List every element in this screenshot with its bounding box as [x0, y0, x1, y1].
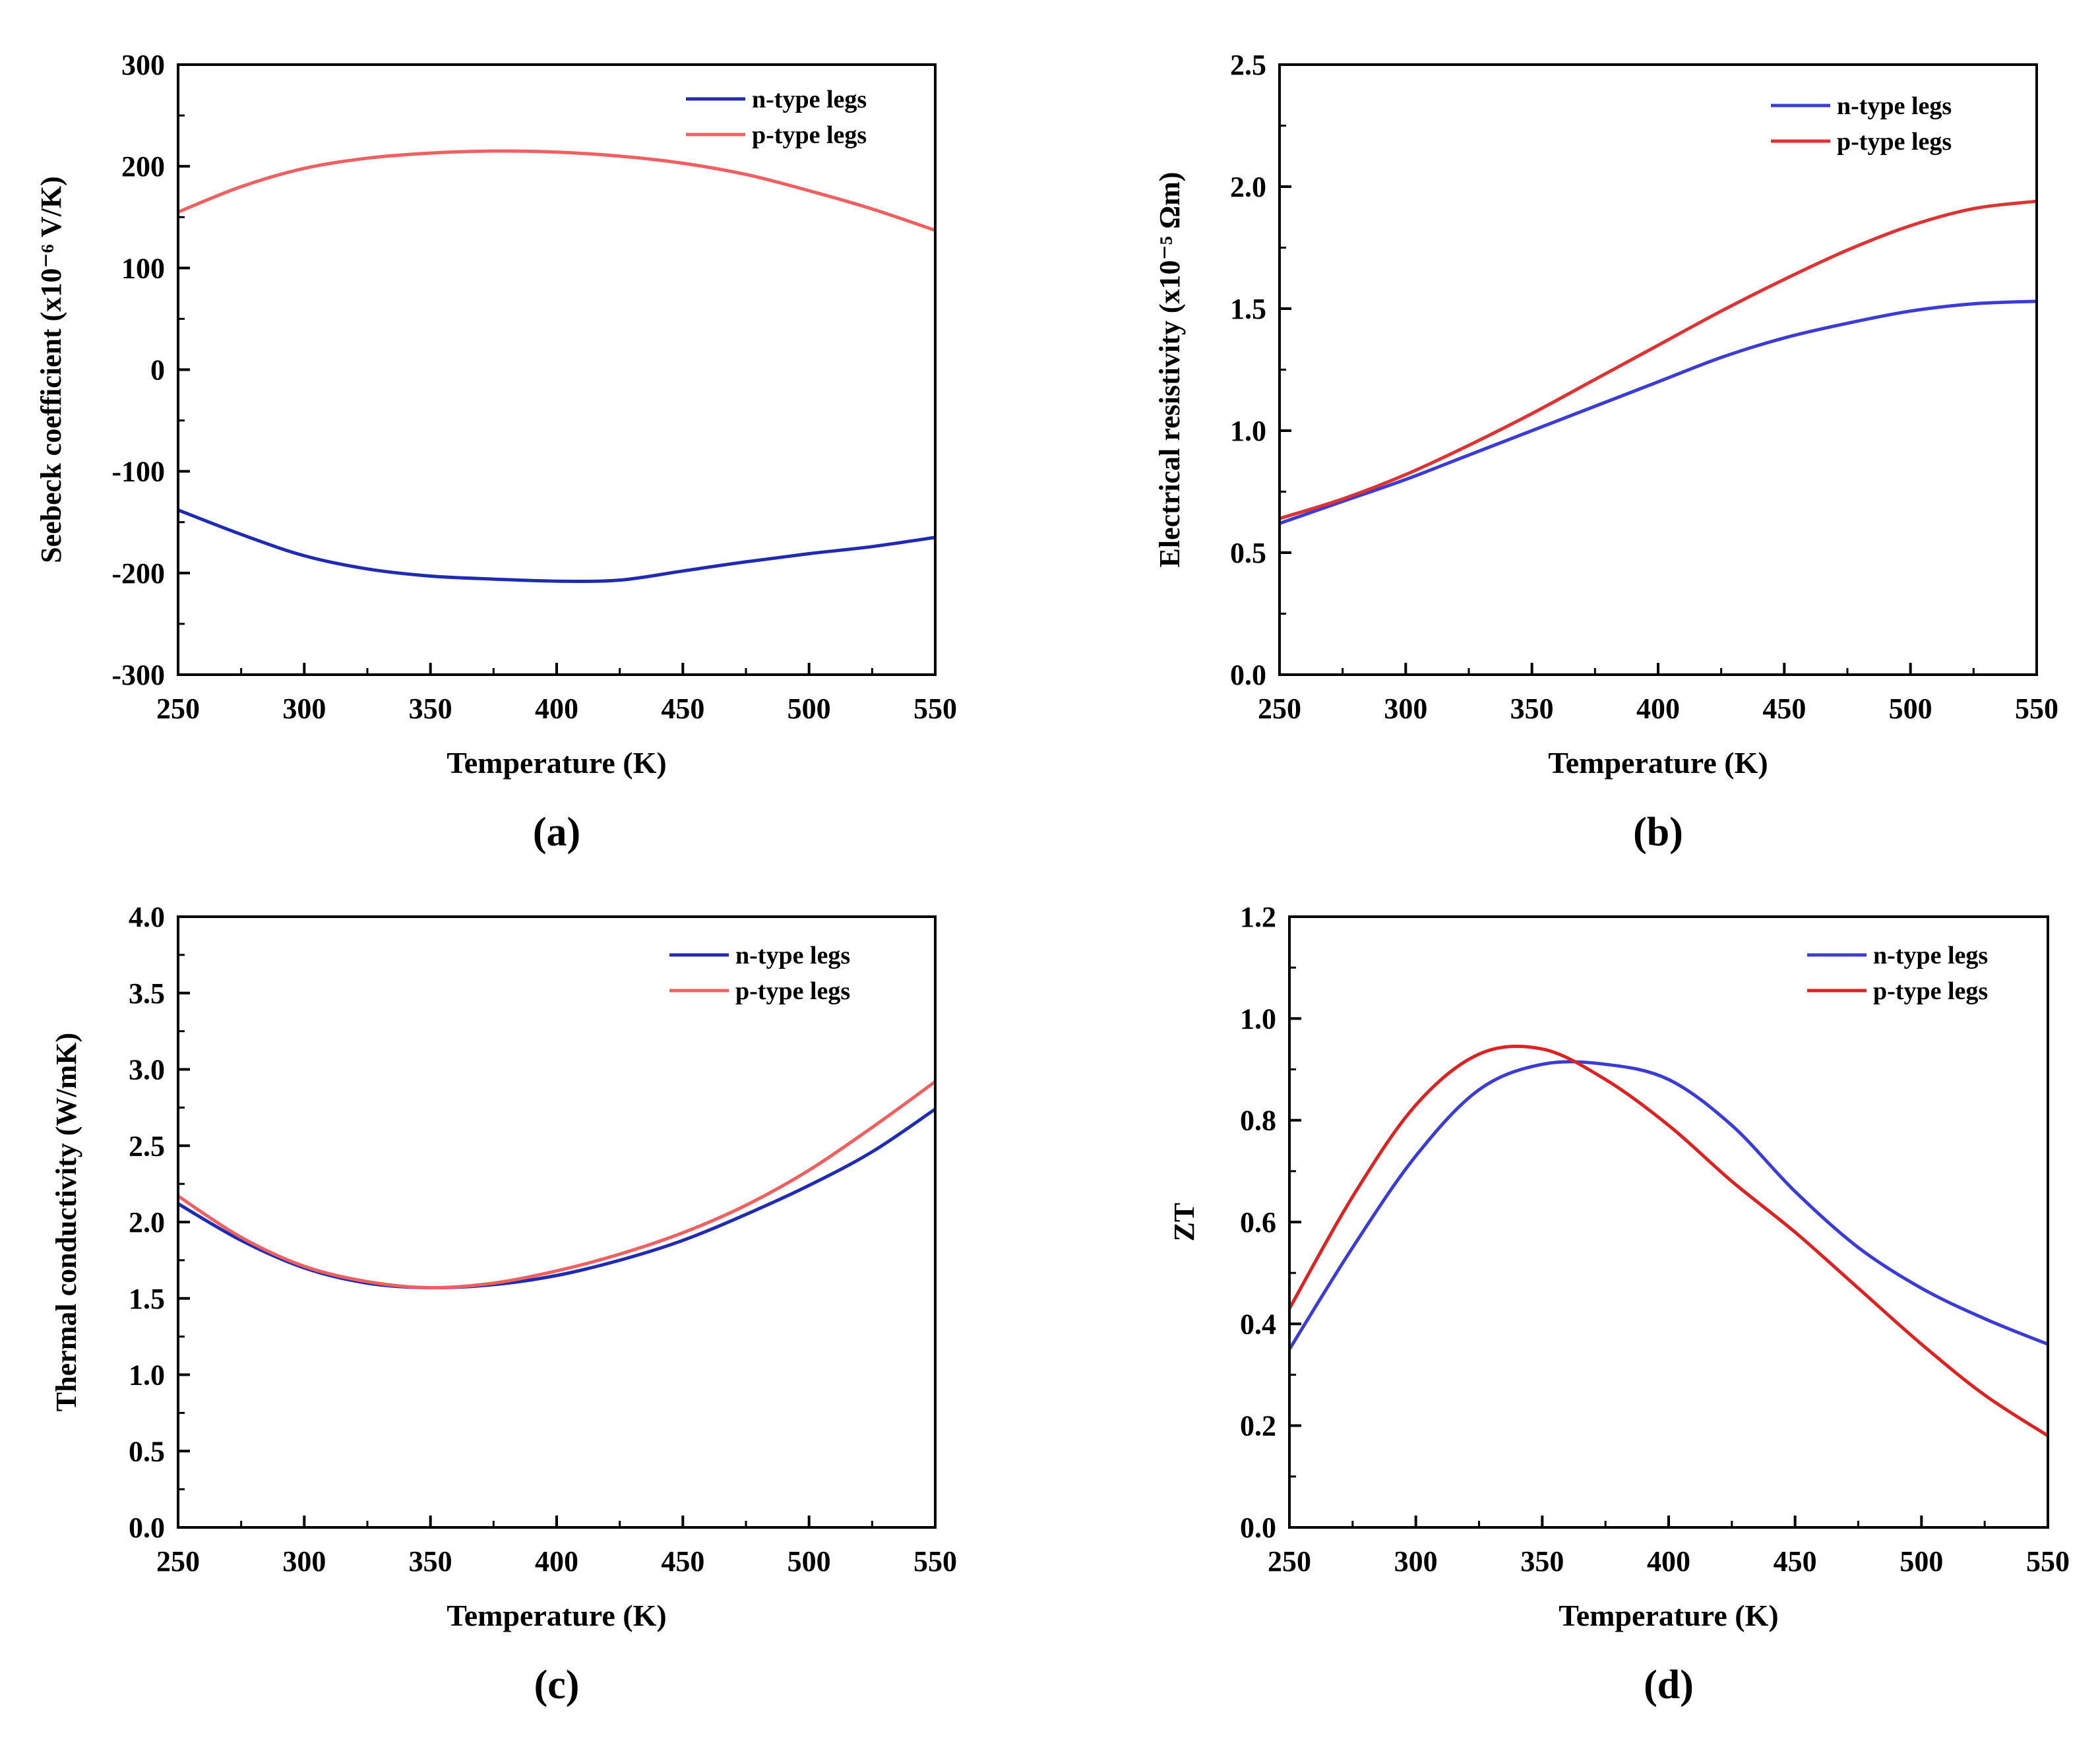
y-tick-label: 1.2: [1240, 901, 1276, 933]
y-tick-label: 0.0: [129, 1512, 165, 1544]
series-line-p-type: [177, 1080, 937, 1290]
panel-label: (d): [1644, 1663, 1694, 1707]
legend-label-p-type: p-type legs: [1873, 977, 1988, 1005]
x-tick-label: 250: [1268, 1545, 1311, 1578]
y-tick-label: 1.0: [129, 1359, 165, 1392]
series-line-p-type: [177, 149, 936, 232]
x-tick-label: 550: [913, 692, 957, 725]
y-tick-label: 2.5: [1230, 49, 1266, 81]
series-line-p-type: [1279, 199, 2037, 520]
x-tick-label: 450: [661, 692, 704, 725]
x-tick-label: 400: [535, 1545, 578, 1578]
y-tick-label: 4.0: [129, 901, 165, 933]
legend-label-p-type: p-type legs: [1837, 128, 1952, 156]
series-line-n-type: [1279, 299, 2037, 525]
legend-label-n-type: n-type legs: [752, 86, 867, 113]
x-axis-label: Temperature (K): [1559, 1599, 1778, 1632]
legend: n-type legs p-type legs: [686, 86, 867, 149]
series-line-n-type: [177, 508, 936, 583]
legend: n-type legs p-type legs: [1807, 942, 1988, 1005]
y-tick-label: 0.0: [1240, 1512, 1276, 1544]
legend-label-n-type: n-type legs: [1873, 942, 1988, 969]
y-tick-label: 100: [121, 252, 165, 284]
legend: n-type legs p-type legs: [669, 942, 850, 1005]
x-tick-label: 450: [1762, 692, 1806, 725]
legend-label-p-type: p-type legs: [735, 977, 850, 1005]
y-tick-label: -300: [111, 659, 165, 691]
chart-panel-b: 250 300 350 400 450 500 550 0.0 0.5 1.0 1.5 2.0 2.5 T…: [1154, 49, 2058, 855]
y-tick-label: 1.0: [1230, 415, 1266, 447]
x-tick-label: 350: [409, 1545, 452, 1578]
x-tick-label: 300: [1384, 692, 1427, 725]
x-tick-label: 300: [282, 692, 326, 725]
x-tick-label: 400: [1647, 1545, 1690, 1578]
series-line-p-type: [1287, 1044, 2049, 1438]
x-tick-label: 400: [1636, 692, 1680, 725]
x-tick-label: 550: [913, 1545, 957, 1578]
x-tick-label: 350: [409, 692, 452, 725]
x-tick-label: 350: [1520, 1545, 1564, 1578]
x-tick-label: 550: [2015, 692, 2058, 725]
x-tick-label: 300: [1394, 1545, 1438, 1578]
x-axis-label: Temperature (K): [447, 1599, 666, 1632]
x-tick-label: 250: [1258, 692, 1301, 725]
y-axis-label: Electrical resistivity (x10⁻⁵ Ωm): [1154, 172, 1186, 568]
y-tick-label: 2.0: [1230, 171, 1266, 203]
x-tick-label: 500: [788, 1545, 831, 1578]
y-tick-label: 0.5: [1230, 537, 1266, 569]
y-tick-label: -200: [111, 557, 165, 590]
y-axis-label: Seebeck coefficient (x10⁻⁶ V/K): [35, 176, 67, 563]
x-tick-label: 400: [535, 692, 578, 725]
y-tick-label: 3.5: [129, 977, 165, 1010]
y-tick-label: 0.2: [1240, 1410, 1276, 1442]
y-tick-label: 300: [121, 49, 165, 81]
y-tick-label: 0.0: [1230, 659, 1266, 691]
x-tick-label: 250: [156, 692, 200, 725]
series-line-n-type: [1287, 1060, 2049, 1351]
panel-label: (c): [534, 1663, 580, 1707]
x-tick-label: 300: [282, 1545, 326, 1578]
panel-label: (b): [1633, 810, 1683, 855]
x-tick-label: 350: [1510, 692, 1554, 725]
x-tick-label: 500: [1899, 1545, 1943, 1578]
y-tick-label: 0.8: [1240, 1105, 1276, 1137]
y-tick-label: 0.4: [1240, 1308, 1276, 1340]
y-tick-label: 1.0: [1240, 1002, 1276, 1035]
y-tick-label: -100: [111, 456, 165, 488]
chart-panel-a: 250 300 350 400 450 500 550 -300 -200 -100 0 100 200…: [35, 49, 957, 855]
x-axis-label: Temperature (K): [1548, 746, 1768, 780]
legend: n-type legs p-type legs: [1771, 92, 1952, 156]
y-tick-label: 200: [121, 150, 165, 183]
y-tick-label: 1.5: [129, 1283, 165, 1315]
legend-label-p-type: p-type legs: [752, 121, 867, 149]
chart-panel-c: 250 300 350 400 450 500 550 0.0 0.5 1.0 1.5 2.0 2.5 3…: [50, 901, 957, 1707]
panel-label: (a): [533, 810, 580, 855]
x-tick-label: 500: [1889, 692, 1932, 725]
y-tick-label: 2.5: [129, 1130, 165, 1162]
y-axis-label: Thermal conductivity (W/mK): [50, 1033, 82, 1411]
chart-panel-d: 250 300 350 400 450 500 550 0.0 0.2 0.4 0.6 0.8 1.0 1…: [1168, 901, 2070, 1707]
x-tick-label: 500: [788, 692, 831, 725]
x-axis-label: Temperature (K): [447, 746, 666, 780]
y-tick-label: 2.0: [129, 1206, 165, 1239]
x-tick-label: 250: [156, 1545, 200, 1578]
x-tick-label: 450: [1774, 1545, 1817, 1578]
x-tick-label: 550: [2026, 1545, 2070, 1578]
y-tick-label: 3.0: [129, 1054, 165, 1086]
y-tick-label: 1.5: [1230, 293, 1266, 325]
y-tick-label: 0.6: [1240, 1206, 1276, 1239]
y-axis-label: ZT: [1168, 1203, 1200, 1242]
legend-label-n-type: n-type legs: [735, 942, 850, 969]
x-tick-label: 450: [661, 1545, 704, 1578]
y-tick-label: 0.5: [129, 1435, 165, 1467]
legend-label-n-type: n-type legs: [1837, 92, 1952, 120]
y-tick-label: 0: [150, 354, 165, 386]
